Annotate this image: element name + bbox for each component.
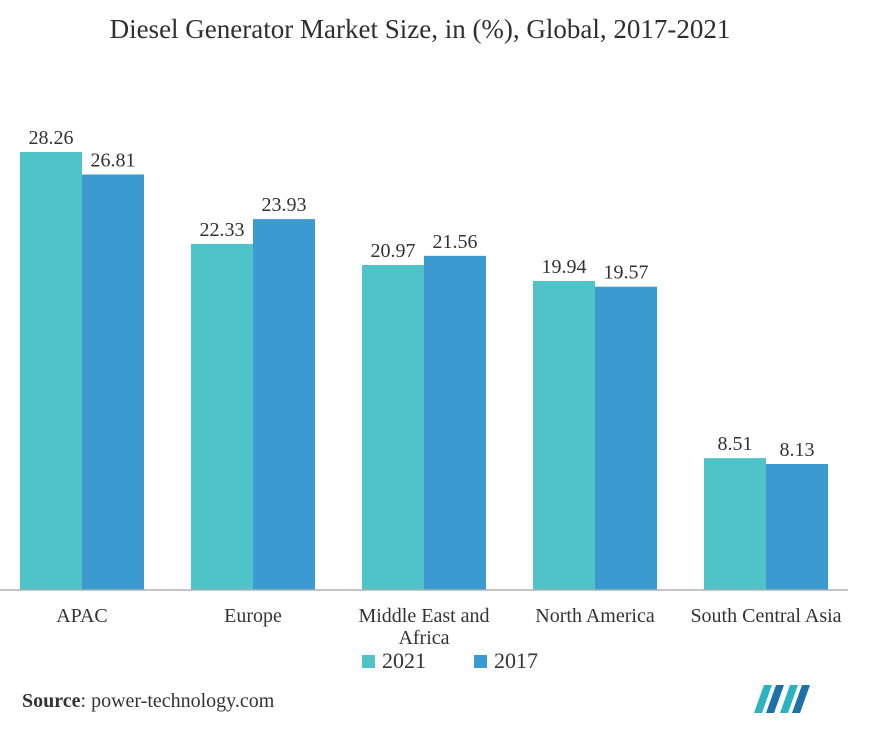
data-label-2017-3: 19.57 [604, 262, 649, 284]
data-label-2021-3: 19.94 [542, 256, 587, 278]
category-label-line: Middle East and [358, 605, 489, 627]
legend-label-2021: 2021 [382, 648, 426, 673]
bar-2021-1 [191, 243, 253, 591]
category-label-line: Europe [224, 605, 282, 627]
bar-2017-3 [595, 286, 657, 590]
bar-2021-0 [20, 152, 82, 590]
legend-label-2017: 2017 [494, 648, 538, 673]
source-label: Source [22, 690, 81, 712]
mordor-intelligence-logo-icon [754, 685, 810, 713]
data-label-2021-4: 8.51 [718, 433, 753, 455]
data-label-2017-1: 23.93 [262, 194, 307, 216]
category-label-1: Europe [224, 605, 282, 627]
category-label-2: Middle East and Africa [358, 605, 489, 649]
bar-2017-0 [82, 174, 144, 591]
bars-layer [20, 152, 828, 591]
category-label-line: South Central Asia [690, 605, 841, 627]
legend-item-2021: 2021 [362, 648, 426, 674]
category-label-4: South Central Asia [690, 605, 841, 627]
bar-2021-4 [704, 458, 766, 590]
legend-swatch-2017 [474, 654, 487, 668]
legend-swatch-2021 [362, 654, 375, 668]
source-note: Source: power-technology.com [22, 690, 274, 713]
bar-2021-2 [362, 264, 424, 590]
category-label-0: APAC [56, 605, 108, 627]
legend: 2021 2017 [0, 648, 881, 678]
labels-layer: 28.26 26.81 APAC 22.33 23.93 Europe 20.97 21.56… [29, 127, 842, 649]
bar-2021-3 [533, 280, 595, 590]
data-label-2017-4: 8.13 [780, 439, 815, 461]
source-text: : power-technology.com [80, 690, 275, 712]
category-label-line: APAC [56, 605, 108, 627]
bar-2017-2 [424, 255, 486, 590]
data-label-2021-0: 28.26 [29, 127, 74, 149]
category-label-line: Africa [398, 627, 449, 649]
data-label-2017-2: 21.56 [433, 231, 478, 253]
chart-title: Diesel Generator Market Size, in (%), Gl… [109, 14, 731, 44]
bar-2017-1 [253, 219, 315, 590]
data-label-2017-0: 26.81 [91, 149, 136, 171]
data-label-2021-1: 22.33 [200, 219, 245, 241]
data-label-2021-2: 20.97 [371, 240, 416, 262]
category-label-3: North America [535, 605, 655, 627]
legend-item-2017: 2017 [474, 648, 538, 674]
bar-2017-4 [766, 463, 828, 590]
category-label-line: North America [535, 605, 655, 627]
